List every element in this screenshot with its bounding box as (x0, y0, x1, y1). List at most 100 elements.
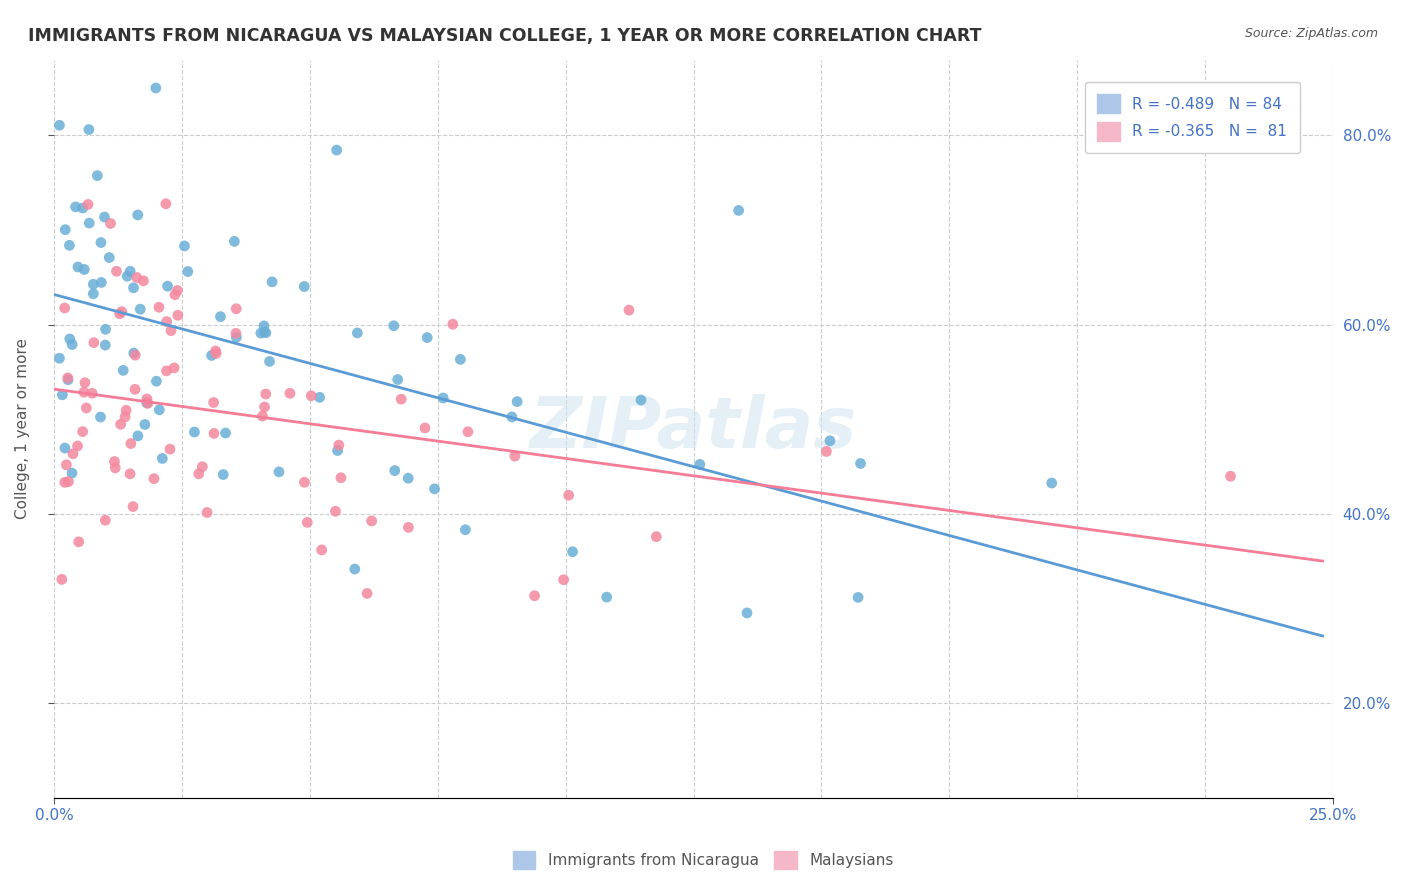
Point (145, 81, 167, 95)
Point (94, 322, 117, 336)
Point (127, 429, 149, 443)
Point (160, 324, 183, 338)
Point (167, 308, 190, 322)
Point (77, 216, 100, 230)
Point (122, 281, 145, 295)
Point (360, 514, 382, 528)
Point (224, 235, 246, 249)
Point (129, 302, 152, 317)
Point (77, 197, 100, 211)
Point (148, 300, 170, 314)
Text: Source: ZipAtlas.com: Source: ZipAtlas.com (1244, 27, 1378, 40)
Point (818, 434, 841, 448)
Point (115, 269, 138, 284)
Point (163, 287, 186, 301)
Point (127, 208, 149, 222)
Point (58, 475, 80, 489)
Point (53, 441, 76, 455)
Point (66, 260, 89, 274)
Point (384, 464, 406, 478)
Point (201, 348, 224, 362)
Point (389, 392, 412, 407)
Point (122, 500, 145, 514)
Point (105, 264, 128, 278)
Point (356, 586, 378, 600)
Point (155, 196, 177, 211)
Point (132, 274, 155, 288)
Point (727, 203, 749, 218)
Point (89, 410, 111, 425)
Point (58, 238, 80, 252)
Point (689, 458, 711, 472)
Point (308, 390, 330, 404)
Point (501, 409, 523, 424)
Point (250, 326, 273, 340)
Point (253, 318, 276, 333)
Point (846, 591, 869, 605)
Point (292, 279, 315, 293)
Point (73, 376, 96, 390)
Point (55, 458, 77, 472)
Point (148, 402, 170, 417)
Point (90, 276, 112, 290)
Point (326, 443, 349, 458)
Point (187, 467, 209, 481)
Point (135, 396, 157, 410)
Point (94, 338, 117, 352)
Point (553, 573, 575, 587)
Point (204, 343, 226, 358)
Point (120, 436, 142, 450)
Point (115, 403, 138, 417)
Point (561, 545, 583, 559)
Point (48, 118, 70, 132)
Point (75, 401, 97, 415)
Point (413, 421, 436, 435)
Point (120, 467, 142, 481)
Point (343, 562, 366, 576)
Point (156, 279, 179, 293)
Point (205, 346, 228, 360)
Text: IMMIGRANTS FROM NICARAGUA VS MALAYSIAN COLLEGE, 1 YEAR OR MORE CORRELATION CHART: IMMIGRANTS FROM NICARAGUA VS MALAYSIAN C… (28, 27, 981, 45)
Point (150, 451, 173, 466)
Point (1219, 469, 1241, 483)
Point (396, 471, 419, 485)
Point (108, 307, 131, 321)
Point (423, 482, 446, 496)
Point (112, 363, 135, 377)
Point (73, 385, 96, 400)
Point (155, 364, 177, 378)
Point (136, 396, 159, 410)
Point (173, 239, 195, 253)
Point (432, 391, 454, 405)
Point (48, 351, 70, 366)
Point (56, 373, 79, 387)
Point (278, 386, 301, 401)
Point (253, 400, 276, 414)
Point (110, 417, 132, 432)
Point (163, 360, 186, 375)
Point (73, 262, 96, 277)
Point (557, 488, 579, 502)
Point (72, 201, 94, 215)
Point (596, 590, 619, 604)
Point (225, 330, 247, 344)
Point (630, 392, 652, 407)
Point (214, 425, 236, 440)
Point (156, 315, 179, 329)
Point (503, 449, 526, 463)
Point (262, 275, 284, 289)
Point (72, 425, 94, 439)
Point (523, 589, 546, 603)
Point (111, 304, 134, 318)
Point (254, 387, 277, 401)
Point (77, 122, 100, 136)
Point (253, 325, 276, 339)
Point (103, 454, 125, 468)
Point (65, 200, 87, 214)
Point (294, 475, 316, 490)
Point (82, 277, 104, 292)
Point (120, 264, 142, 278)
Point (136, 392, 159, 406)
Point (191, 459, 214, 474)
Point (53, 475, 76, 490)
